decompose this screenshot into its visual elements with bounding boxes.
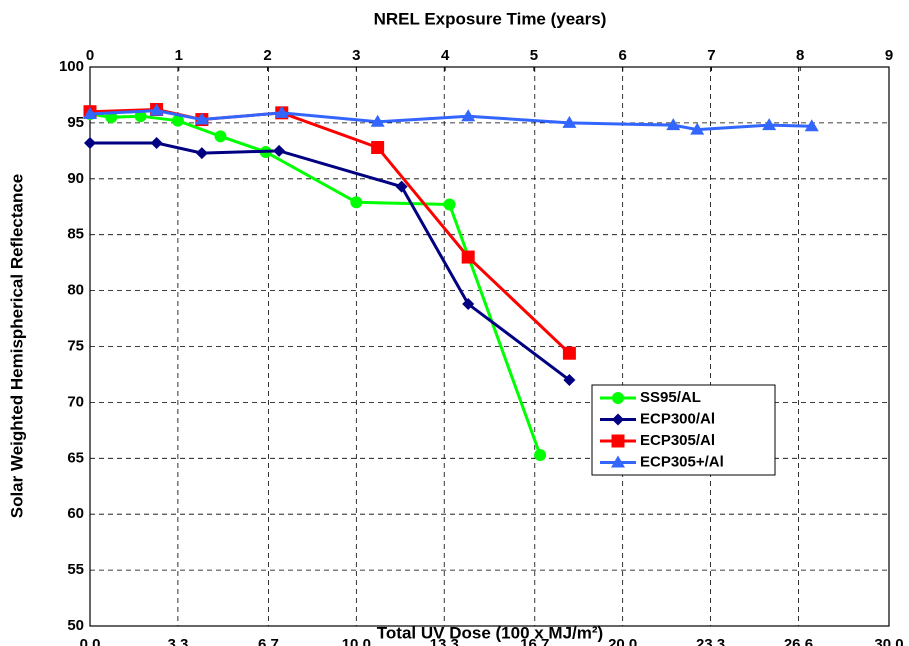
marker xyxy=(274,105,289,118)
x2-tick-label: 9 xyxy=(885,47,893,64)
marker xyxy=(149,103,164,116)
marker xyxy=(171,114,184,127)
x2-tick-label: 8 xyxy=(796,47,804,64)
x2-tick-label: 5 xyxy=(530,47,538,64)
plot-border xyxy=(89,66,890,627)
x-tick-label: 20.0 xyxy=(608,636,637,646)
top-axis-title: NREL Exposure Time (years) xyxy=(374,9,607,28)
x-tick-label: 30.0 xyxy=(874,636,903,646)
marker xyxy=(611,455,625,468)
y-axis-title: Solar Weighted Hemispherical Reflectance xyxy=(7,174,26,519)
x-tick-label: 3.3 xyxy=(167,636,188,646)
marker xyxy=(562,346,576,360)
marker xyxy=(762,118,777,131)
marker xyxy=(273,144,286,157)
marker xyxy=(563,374,576,387)
marker xyxy=(395,180,408,193)
legend-label: ECP300/Al xyxy=(640,410,715,427)
marker xyxy=(804,119,819,132)
y-tick-label: 65 xyxy=(67,449,84,466)
marker xyxy=(150,137,163,150)
y-tick-label: 90 xyxy=(67,170,84,187)
marker xyxy=(462,298,475,311)
x-axis-title: Total UV Dose (100 x MJ/m²) xyxy=(377,623,603,642)
x2-tick-label: 6 xyxy=(618,47,626,64)
marker xyxy=(371,140,385,154)
x2-tick-label: 2 xyxy=(263,47,271,64)
y-tick-label: 55 xyxy=(67,561,84,578)
y-tick-label: 85 xyxy=(67,226,84,243)
marker xyxy=(666,118,681,131)
x2-tick-label: 3 xyxy=(352,47,360,64)
marker xyxy=(534,448,547,461)
x-tick-label: 6.7 xyxy=(258,636,279,646)
y-tick-label: 100 xyxy=(59,58,84,75)
x2-tick-label: 7 xyxy=(707,47,715,64)
x2-tick-label: 0 xyxy=(86,47,94,64)
y-tick-label: 60 xyxy=(67,505,84,522)
y-tick-label: 95 xyxy=(67,114,84,131)
x-tick-label: 0.0 xyxy=(80,636,101,646)
series-line xyxy=(89,107,571,355)
x2-tick-label: 1 xyxy=(175,47,183,64)
marker xyxy=(83,106,97,119)
legend: SS95/AL ECP300/Al ECP305/Al ECP305+/Al xyxy=(591,384,776,476)
marker xyxy=(690,122,705,135)
marker xyxy=(214,130,227,143)
x-tick-label: 10.0 xyxy=(342,636,371,646)
x-tick-label: 23.3 xyxy=(696,636,725,646)
marker xyxy=(612,392,624,404)
x-tick-label: 13.3 xyxy=(430,636,459,646)
marker xyxy=(194,112,209,125)
marker xyxy=(195,147,208,160)
y-tick-label: 80 xyxy=(67,282,84,299)
marker xyxy=(461,109,476,122)
x2-tick-label: 4 xyxy=(441,47,450,64)
y-tick-label: 75 xyxy=(67,337,84,354)
legend-label: ECP305/Al xyxy=(640,432,715,449)
y-tick-label: 70 xyxy=(67,393,84,410)
series-line xyxy=(89,112,542,456)
marker xyxy=(562,115,577,128)
marker xyxy=(612,413,624,426)
marker xyxy=(350,196,363,209)
marker xyxy=(370,114,385,127)
marker xyxy=(461,250,475,264)
x-tick-label: 26.6 xyxy=(784,636,813,646)
x-tick-label: 16.7 xyxy=(520,636,549,646)
marker xyxy=(443,198,456,211)
y-tick-label: 50 xyxy=(67,617,84,634)
legend-label: ECP305+/Al xyxy=(640,453,724,470)
marker xyxy=(84,137,96,150)
marker xyxy=(611,434,625,448)
marker xyxy=(134,110,147,123)
legend-label: SS95/AL xyxy=(640,389,701,406)
